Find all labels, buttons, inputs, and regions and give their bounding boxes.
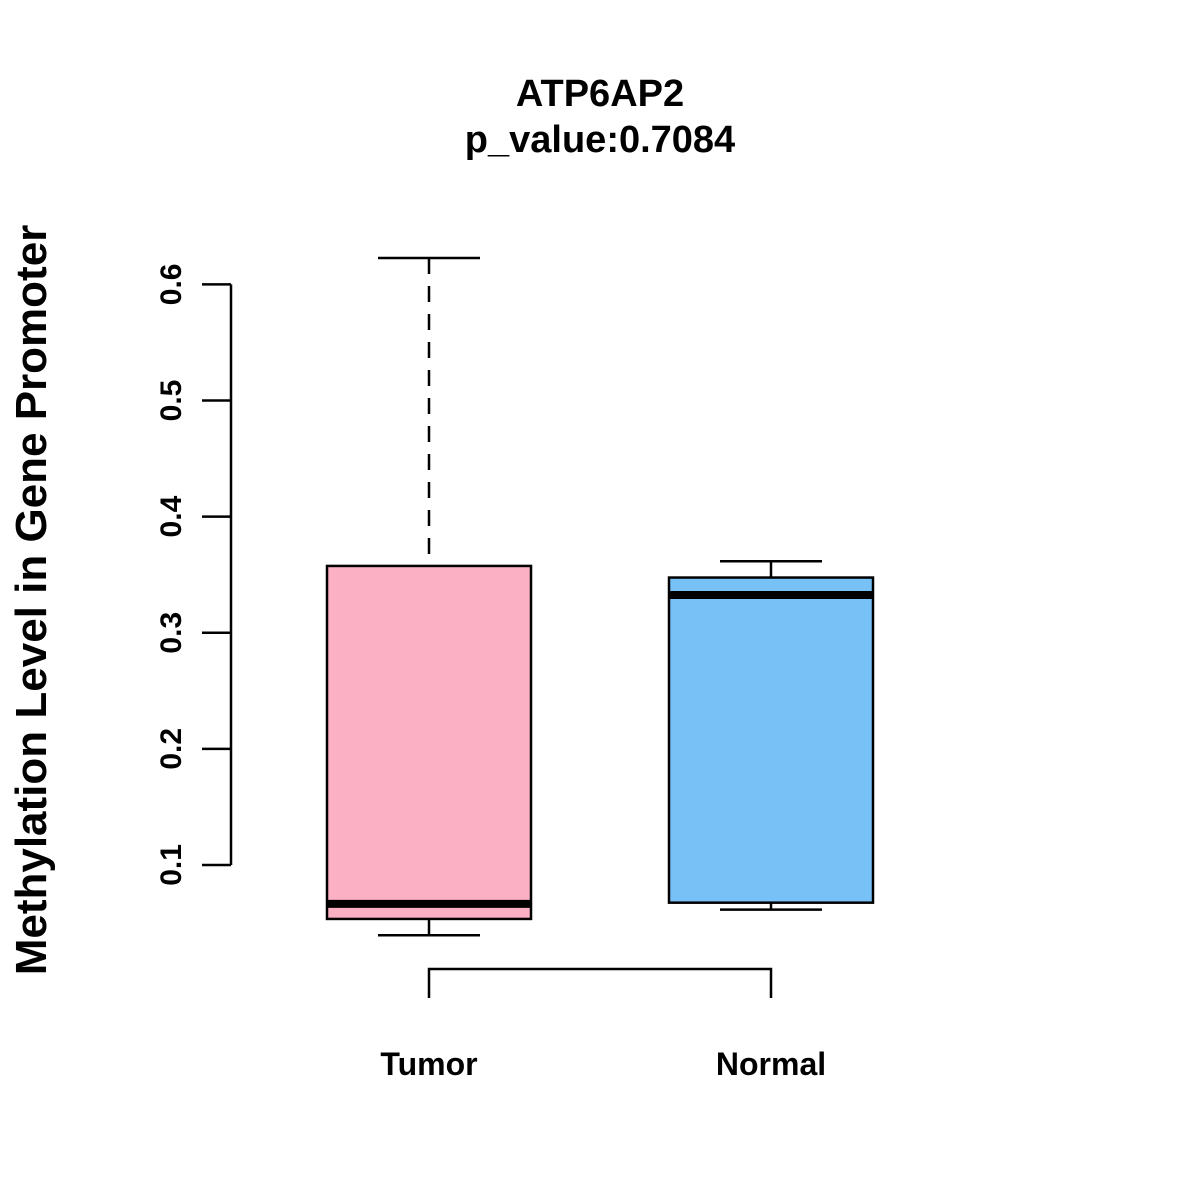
y-tick-label-0.3: 0.3 <box>155 612 188 654</box>
boxes-group <box>325 256 875 937</box>
chart-subtitle: p_value:0.7084 <box>465 119 735 161</box>
comparison-bracket <box>427 967 773 998</box>
y-tick-label-0.6: 0.6 <box>155 263 188 305</box>
y-tick-label-0.2: 0.2 <box>155 728 188 770</box>
tumor-box-group <box>325 256 533 937</box>
y-tick-label-0.4: 0.4 <box>155 495 188 537</box>
category-label-tumor: Tumor <box>380 1046 477 1082</box>
comparison-bracket-group <box>427 967 773 998</box>
y-tick-label-0.1: 0.1 <box>155 844 188 886</box>
y-tick-label-0.5: 0.5 <box>155 380 188 422</box>
y-axis-label: Methylation Level in Gene Promoter <box>7 225 56 976</box>
normal-iqr-box <box>667 576 875 904</box>
chart-title: ATP6AP2 <box>516 73 684 115</box>
normal-box-group <box>667 560 875 911</box>
category-labels: Tumor Normal <box>380 1046 826 1082</box>
category-label-normal: Normal <box>716 1046 826 1082</box>
tumor-iqr-box <box>325 564 533 921</box>
y-axis: 0.1 0.2 0.3 0.4 0.5 0.6 <box>155 263 233 886</box>
